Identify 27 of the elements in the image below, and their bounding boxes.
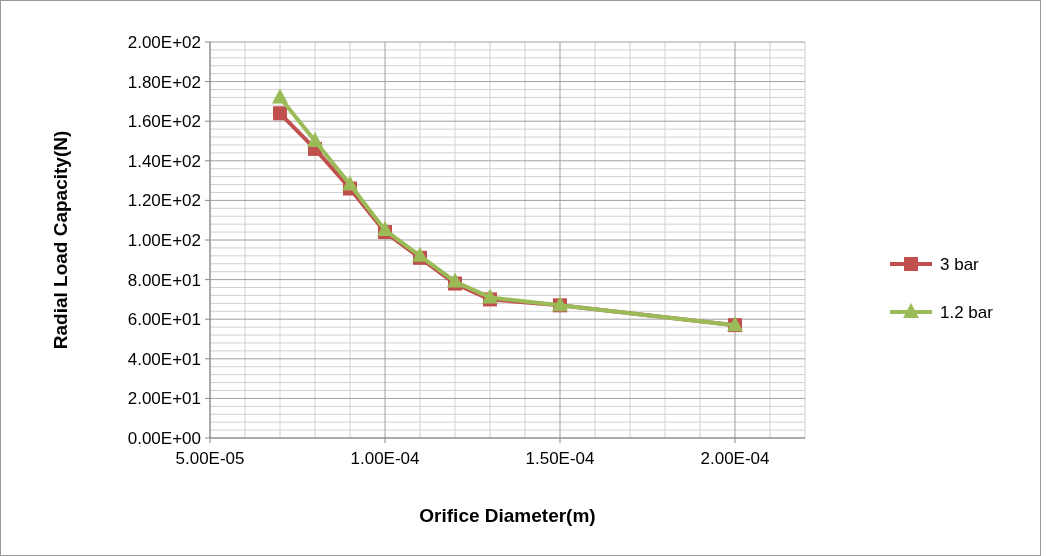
y-tick-label: 1.80E+02	[127, 72, 201, 92]
x-tick-label: 1.00E-04	[350, 449, 420, 468]
point	[377, 221, 393, 237]
x-tick-label: 2.00E-04	[700, 449, 770, 468]
y-tick-label: 1.40E+02	[127, 151, 201, 171]
y-tick-label: 6.00E+01	[127, 310, 201, 330]
legend-label: 1.2 bar	[940, 302, 994, 322]
point	[307, 132, 323, 147]
y-tick-label: 8.00E+01	[127, 270, 201, 290]
point	[273, 106, 287, 121]
y-tick-label: 4.00E+01	[127, 349, 201, 369]
y-tick-label: 0.00E+00	[127, 428, 201, 448]
y-tick-label: 1.20E+02	[127, 191, 201, 211]
y-tick-label: 2.00E+02	[127, 32, 201, 52]
x-axis-title: Orifice Diameter(m)	[419, 505, 596, 526]
point	[412, 246, 428, 262]
point	[342, 175, 358, 191]
y-axis-title: Radial Load Capacity(N)	[50, 130, 71, 350]
point	[447, 272, 463, 288]
y-tick-label: 1.00E+02	[127, 230, 201, 250]
y-tick-label: 1.60E+02	[127, 112, 201, 132]
y-tick-label: 2.00E+01	[127, 389, 201, 409]
point	[482, 288, 498, 304]
x-tick-label: 5.00E-05	[175, 449, 245, 468]
point	[272, 88, 288, 104]
x-tick-label: 1.50E-04	[525, 449, 595, 468]
legend-label: 3 bar	[940, 254, 980, 274]
